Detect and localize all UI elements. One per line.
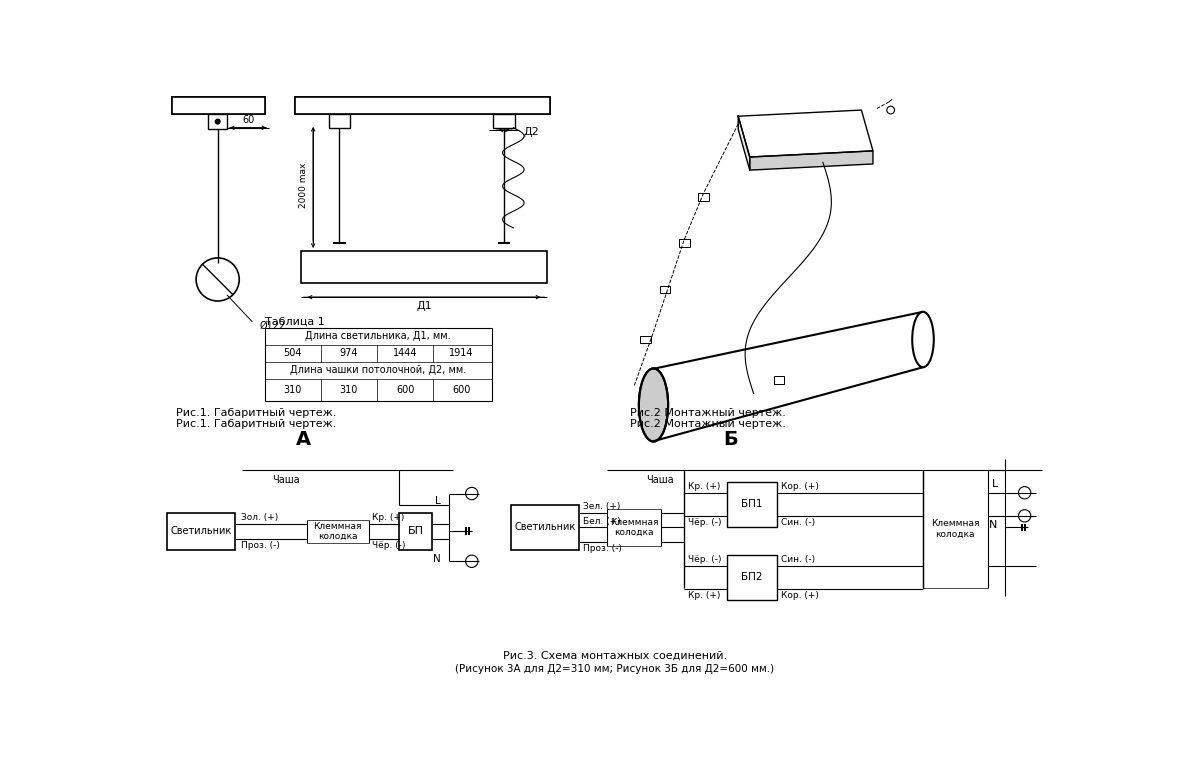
Bar — [173, 97, 265, 114]
Text: Кр. (+): Кр. (+) — [688, 482, 720, 491]
Text: 310: 310 — [283, 385, 302, 394]
Bar — [209, 114, 227, 130]
Text: Рис.2 Монтажный чертеж.: Рис.2 Монтажный чертеж. — [630, 407, 786, 417]
Text: N: N — [433, 554, 440, 564]
Text: Клеммная
колодка: Клеммная колодка — [610, 518, 659, 537]
Text: 600: 600 — [452, 385, 470, 394]
Text: Син. (-): Син. (-) — [780, 518, 815, 526]
Text: Д2: Д2 — [523, 126, 539, 137]
Text: БП1: БП1 — [740, 499, 762, 509]
Text: (Рисунок 3А для Д2=310 мм; Рисунок 3Б для Д2=600 мм.): (Рисунок 3А для Д2=310 мм; Рисунок 3Б дл… — [456, 664, 774, 674]
Text: Длина чашки потолочной, Д2, мм.: Длина чашки потолочной, Д2, мм. — [289, 365, 466, 376]
Text: Зол. (+): Зол. (+) — [241, 513, 278, 522]
Text: Чаша: Чаша — [272, 475, 300, 485]
Text: Чёр. (-): Чёр. (-) — [688, 556, 721, 564]
Text: Кор. (+): Кор. (+) — [780, 482, 818, 491]
Text: Рис.2 Монтажный чертеж.: Рис.2 Монтажный чертеж. — [630, 419, 786, 429]
Text: Чаша: Чаша — [646, 476, 673, 486]
Text: Таблица 1: Таблица 1 — [265, 317, 324, 327]
Text: Чёр. (-): Чёр. (-) — [688, 518, 721, 526]
Text: Син. (-): Син. (-) — [780, 556, 815, 564]
Ellipse shape — [638, 369, 668, 442]
Bar — [173, 97, 265, 114]
Text: Рис.1. Габаритный чертеж.: Рис.1. Габаритный чертеж. — [176, 407, 336, 417]
Text: Светильник: Светильник — [515, 522, 576, 532]
Bar — [301, 251, 547, 283]
Bar — [727, 555, 776, 600]
Text: Светильник: Светильник — [170, 526, 232, 536]
Text: 60: 60 — [242, 115, 254, 125]
Bar — [295, 97, 550, 114]
Bar — [660, 286, 671, 293]
Text: Чёр. (-): Чёр. (-) — [372, 541, 406, 549]
Bar — [329, 114, 350, 128]
Text: 1914: 1914 — [449, 348, 474, 359]
Text: 504: 504 — [283, 348, 302, 359]
Text: L: L — [436, 496, 440, 506]
Text: А: А — [295, 430, 311, 449]
Text: Б: Б — [724, 430, 738, 449]
Text: Рис.1. Габаритный чертеж.: Рис.1. Габаритный чертеж. — [176, 419, 336, 429]
Text: БП: БП — [408, 526, 424, 536]
Bar — [698, 193, 709, 201]
Bar — [265, 328, 492, 401]
Bar — [295, 97, 550, 114]
Bar — [167, 513, 235, 549]
Text: Длина светильника, Д1, мм.: Длина светильника, Д1, мм. — [305, 331, 451, 341]
Text: Кр. (+): Кр. (+) — [372, 513, 404, 522]
Polygon shape — [750, 151, 872, 170]
Polygon shape — [738, 110, 872, 157]
Circle shape — [215, 120, 220, 124]
Text: N: N — [989, 520, 997, 530]
Text: Зел. (+): Зел. (+) — [583, 502, 620, 511]
Text: Рис.3. Схема монтажных соединений.: Рис.3. Схема монтажных соединений. — [503, 650, 727, 660]
Text: 974: 974 — [340, 348, 359, 359]
Text: Бел. (+): Бел. (+) — [583, 517, 620, 526]
Bar — [400, 513, 432, 549]
Polygon shape — [738, 116, 750, 170]
Text: Кр. (+): Кр. (+) — [688, 591, 720, 600]
Text: 1444: 1444 — [392, 348, 418, 359]
Text: Проз. (-): Проз. (-) — [241, 541, 280, 549]
Text: 600: 600 — [396, 385, 414, 394]
Text: Проз. (-): Проз. (-) — [583, 544, 622, 553]
Text: 310: 310 — [340, 385, 358, 394]
Text: Д1: Д1 — [416, 301, 432, 311]
Bar — [641, 336, 652, 343]
Text: БП2: БП2 — [740, 573, 762, 583]
Bar — [493, 114, 515, 128]
Bar — [774, 376, 785, 384]
Text: L: L — [991, 479, 997, 489]
Text: Кор. (+): Кор. (+) — [780, 591, 818, 600]
Text: Клеммная
колодка: Клеммная колодка — [313, 521, 362, 541]
Text: 2000 max: 2000 max — [300, 163, 308, 208]
Text: Ø122: Ø122 — [260, 320, 287, 331]
Bar — [511, 505, 578, 549]
Text: Клеммная
колодка: Клеммная колодка — [931, 519, 979, 539]
Bar — [679, 240, 690, 247]
Bar — [727, 482, 776, 527]
